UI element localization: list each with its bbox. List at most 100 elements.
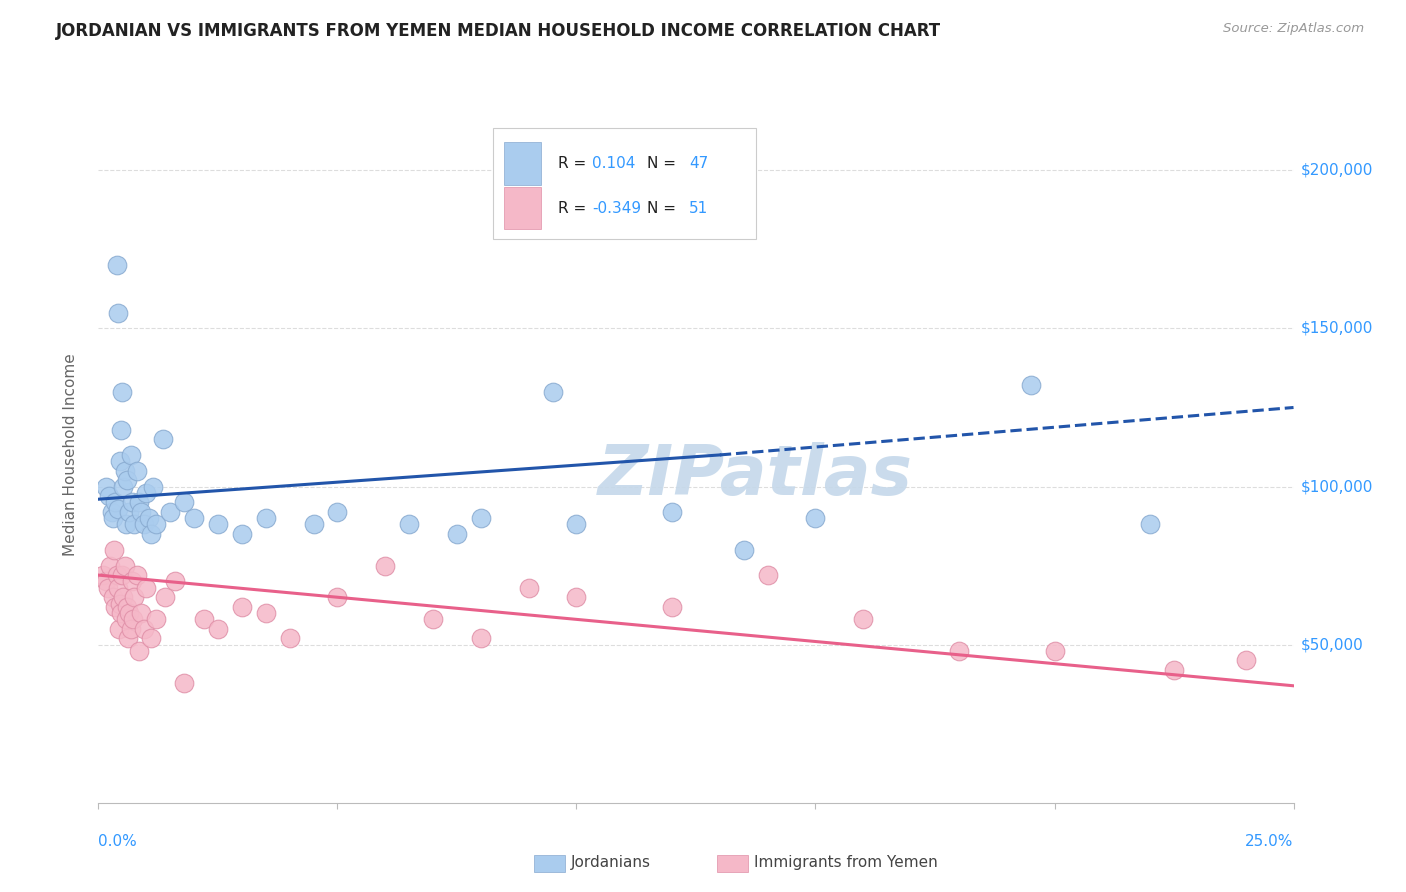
Point [98,558,122,573]
Point [207,517,229,532]
Point [661,505,683,519]
Point [108,622,131,636]
Point [114,464,136,478]
Point [173,495,195,509]
Point [565,591,588,605]
Text: 25.0%: 25.0% [1246,834,1294,849]
Point [733,542,755,557]
Point [121,495,143,509]
Point [565,517,588,532]
Point [121,612,143,626]
Text: 47: 47 [689,156,709,171]
Point [107,581,129,595]
Point [145,517,167,532]
Point [326,591,349,605]
Text: N =: N = [647,201,681,216]
Point [110,606,132,620]
Text: JORDANIAN VS IMMIGRANTS FROM YEMEN MEDIAN HOUSEHOLD INCOME CORRELATION CHART: JORDANIAN VS IMMIGRANTS FROM YEMEN MEDIA… [56,22,942,40]
Point [139,527,162,541]
Point [108,597,131,611]
Point [326,505,349,519]
Point [254,606,277,620]
Point [155,591,177,605]
Point [104,495,127,509]
Point [804,511,827,525]
Point [183,511,205,525]
Point [446,527,468,541]
Point [104,599,127,614]
Point [145,612,167,626]
Text: $200,000: $200,000 [1301,163,1372,178]
Text: -0.349: -0.349 [592,201,641,216]
Point [125,464,148,478]
Point [103,542,125,557]
Point [115,599,138,614]
Point [125,568,148,582]
Point [105,568,128,582]
Point [131,606,153,620]
Point [120,448,142,462]
Text: $50,000: $50,000 [1301,637,1364,652]
Point [517,581,540,595]
Point [374,558,396,573]
Point [138,511,160,525]
Point [1019,378,1042,392]
Point [124,517,146,532]
Point [132,517,155,532]
Point [1234,653,1257,667]
Point [115,612,138,626]
Point [107,305,129,319]
Point [121,574,143,589]
Point [114,558,136,573]
Point [398,517,420,532]
Point [852,612,875,626]
Point [101,511,124,525]
Text: $150,000: $150,000 [1301,321,1372,336]
Point [111,568,134,582]
Point [207,622,229,636]
Point [132,622,155,636]
Point [173,675,195,690]
Point [112,591,135,605]
Text: 51: 51 [689,201,709,216]
Point [1043,644,1066,658]
Point [254,511,277,525]
Point [278,632,301,646]
Point [302,517,325,532]
Point [1163,663,1185,677]
Point [120,622,142,636]
Point [105,258,128,272]
Point [231,599,253,614]
Point [661,599,683,614]
Text: R =: R = [558,156,591,171]
Point [117,632,139,646]
Point [163,574,186,589]
Point [101,591,124,605]
Point [422,612,444,626]
Point [139,632,162,646]
Point [94,479,117,493]
Point [131,505,153,519]
Point [541,384,564,399]
Point [124,591,146,605]
Point [101,505,124,519]
Point [756,568,779,582]
Point [470,632,492,646]
Point [108,454,131,468]
Point [193,612,215,626]
Point [97,489,120,503]
Point [135,486,157,500]
Text: Source: ZipAtlas.com: Source: ZipAtlas.com [1223,22,1364,36]
Point [128,495,150,509]
Point [231,527,253,541]
Point [107,501,129,516]
Text: 0.104: 0.104 [592,156,636,171]
Point [115,517,138,532]
Point [142,479,165,493]
Text: N =: N = [647,156,681,171]
Point [94,574,117,589]
Point [118,606,141,620]
Point [112,479,135,493]
Point [91,568,114,582]
Text: 0.0%: 0.0% [98,834,138,849]
